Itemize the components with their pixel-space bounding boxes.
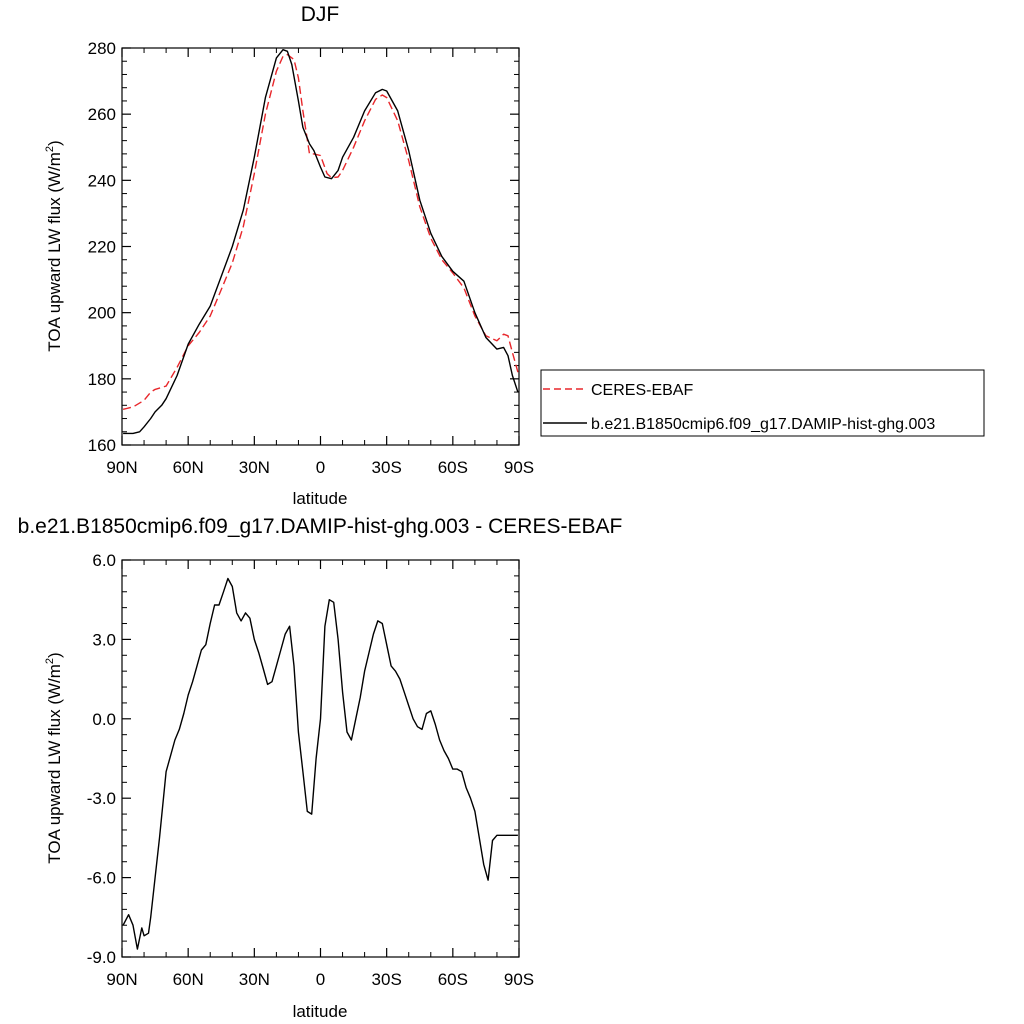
y-tick-label: 0.0: [92, 710, 116, 729]
y-tick-label: 240: [88, 171, 116, 190]
top-chart-panel: DJF 90N 60N 30N 0 30S 60S 90S 160 180 200 220 240 26…: [44, 3, 534, 508]
x-tick-label: 30N: [239, 458, 270, 477]
legend: CERES-EBAF b.e21.B1850cmip6.f09_g17.DAMI…: [540, 369, 985, 437]
x-tick-label: 30S: [372, 970, 402, 989]
bottom-chart-title: b.e21.B1850cmip6.f09_g17.DAMIP-hist-ghg.…: [18, 515, 623, 538]
bottom-chart-panel: b.e21.B1850cmip6.f09_g17.DAMIP-hist-ghg.…: [18, 515, 623, 1021]
top-chart-xlabel: latitude: [293, 489, 348, 508]
legend-label-ceres: CERES-EBAF: [591, 382, 693, 399]
top-chart-frame: [121, 47, 520, 446]
bottom-chart-ylabel-sup: 2: [44, 658, 56, 664]
x-tick-label: 60N: [173, 458, 204, 477]
x-tick-label: 60S: [438, 458, 468, 477]
top-chart-lines: [122, 49, 519, 435]
x-tick-label: 90N: [106, 970, 137, 989]
bottom-chart-ylabel-tail: ): [45, 652, 64, 658]
top-chart-ylabel-main: TOA upward LW flux (W/m: [45, 152, 64, 352]
bottom-chart-lines: [122, 577, 518, 950]
legend-label-model: b.e21.B1850cmip6.f09_g17.DAMIP-hist-ghg.…: [591, 416, 935, 433]
x-tick-label: 60N: [173, 970, 204, 989]
series-line-difference: [122, 577, 518, 950]
y-tick-label: 200: [88, 304, 116, 323]
y-tick-label: 180: [88, 370, 116, 389]
y-tick-label: -6.0: [87, 869, 116, 888]
top-chart-ylabel: TOA upward LW flux (W/m2): [44, 140, 64, 351]
top-chart-ylabel-tail: ): [45, 140, 64, 146]
y-tick-label: -9.0: [87, 948, 116, 967]
y-tick-label: 6.0: [92, 551, 116, 570]
bottom-chart-ticks: 90N 60N 30N 0 30S 60S 90S -9.0 -6.0 -3.0 0.0 3.0 6.0: [87, 551, 534, 989]
bottom-chart-ylabel-main: TOA upward LW flux (W/m: [45, 664, 64, 864]
top-chart-ylabel-sup: 2: [44, 146, 56, 152]
y-tick-label: -3.0: [87, 789, 116, 808]
series-line-ceres-ebaf: [122, 53, 519, 410]
top-chart-ticks: 90N 60N 30N 0 30S 60S 90S 160 180 200 220 240 260 280: [88, 39, 535, 477]
series-line-model: [123, 49, 519, 435]
y-tick-label: 160: [88, 436, 116, 455]
x-tick-label: 30S: [372, 458, 402, 477]
bottom-chart-ylabel: TOA upward LW flux (W/m2): [44, 652, 64, 863]
bottom-chart-frame: [121, 559, 520, 958]
top-chart-title: DJF: [301, 3, 340, 26]
x-tick-label: 90N: [106, 458, 137, 477]
legend-box: [540, 369, 985, 437]
y-tick-label: 220: [88, 238, 116, 257]
x-tick-label: 90S: [504, 458, 534, 477]
x-tick-label: 0: [316, 458, 325, 477]
x-tick-label: 30N: [239, 970, 270, 989]
y-tick-label: 260: [88, 105, 116, 124]
bottom-chart-xlabel: latitude: [293, 1002, 348, 1021]
x-tick-label: 90S: [504, 970, 534, 989]
y-tick-label: 3.0: [92, 630, 116, 649]
x-tick-label: 0: [316, 970, 325, 989]
x-tick-label: 60S: [438, 970, 468, 989]
y-tick-label: 280: [88, 39, 116, 58]
